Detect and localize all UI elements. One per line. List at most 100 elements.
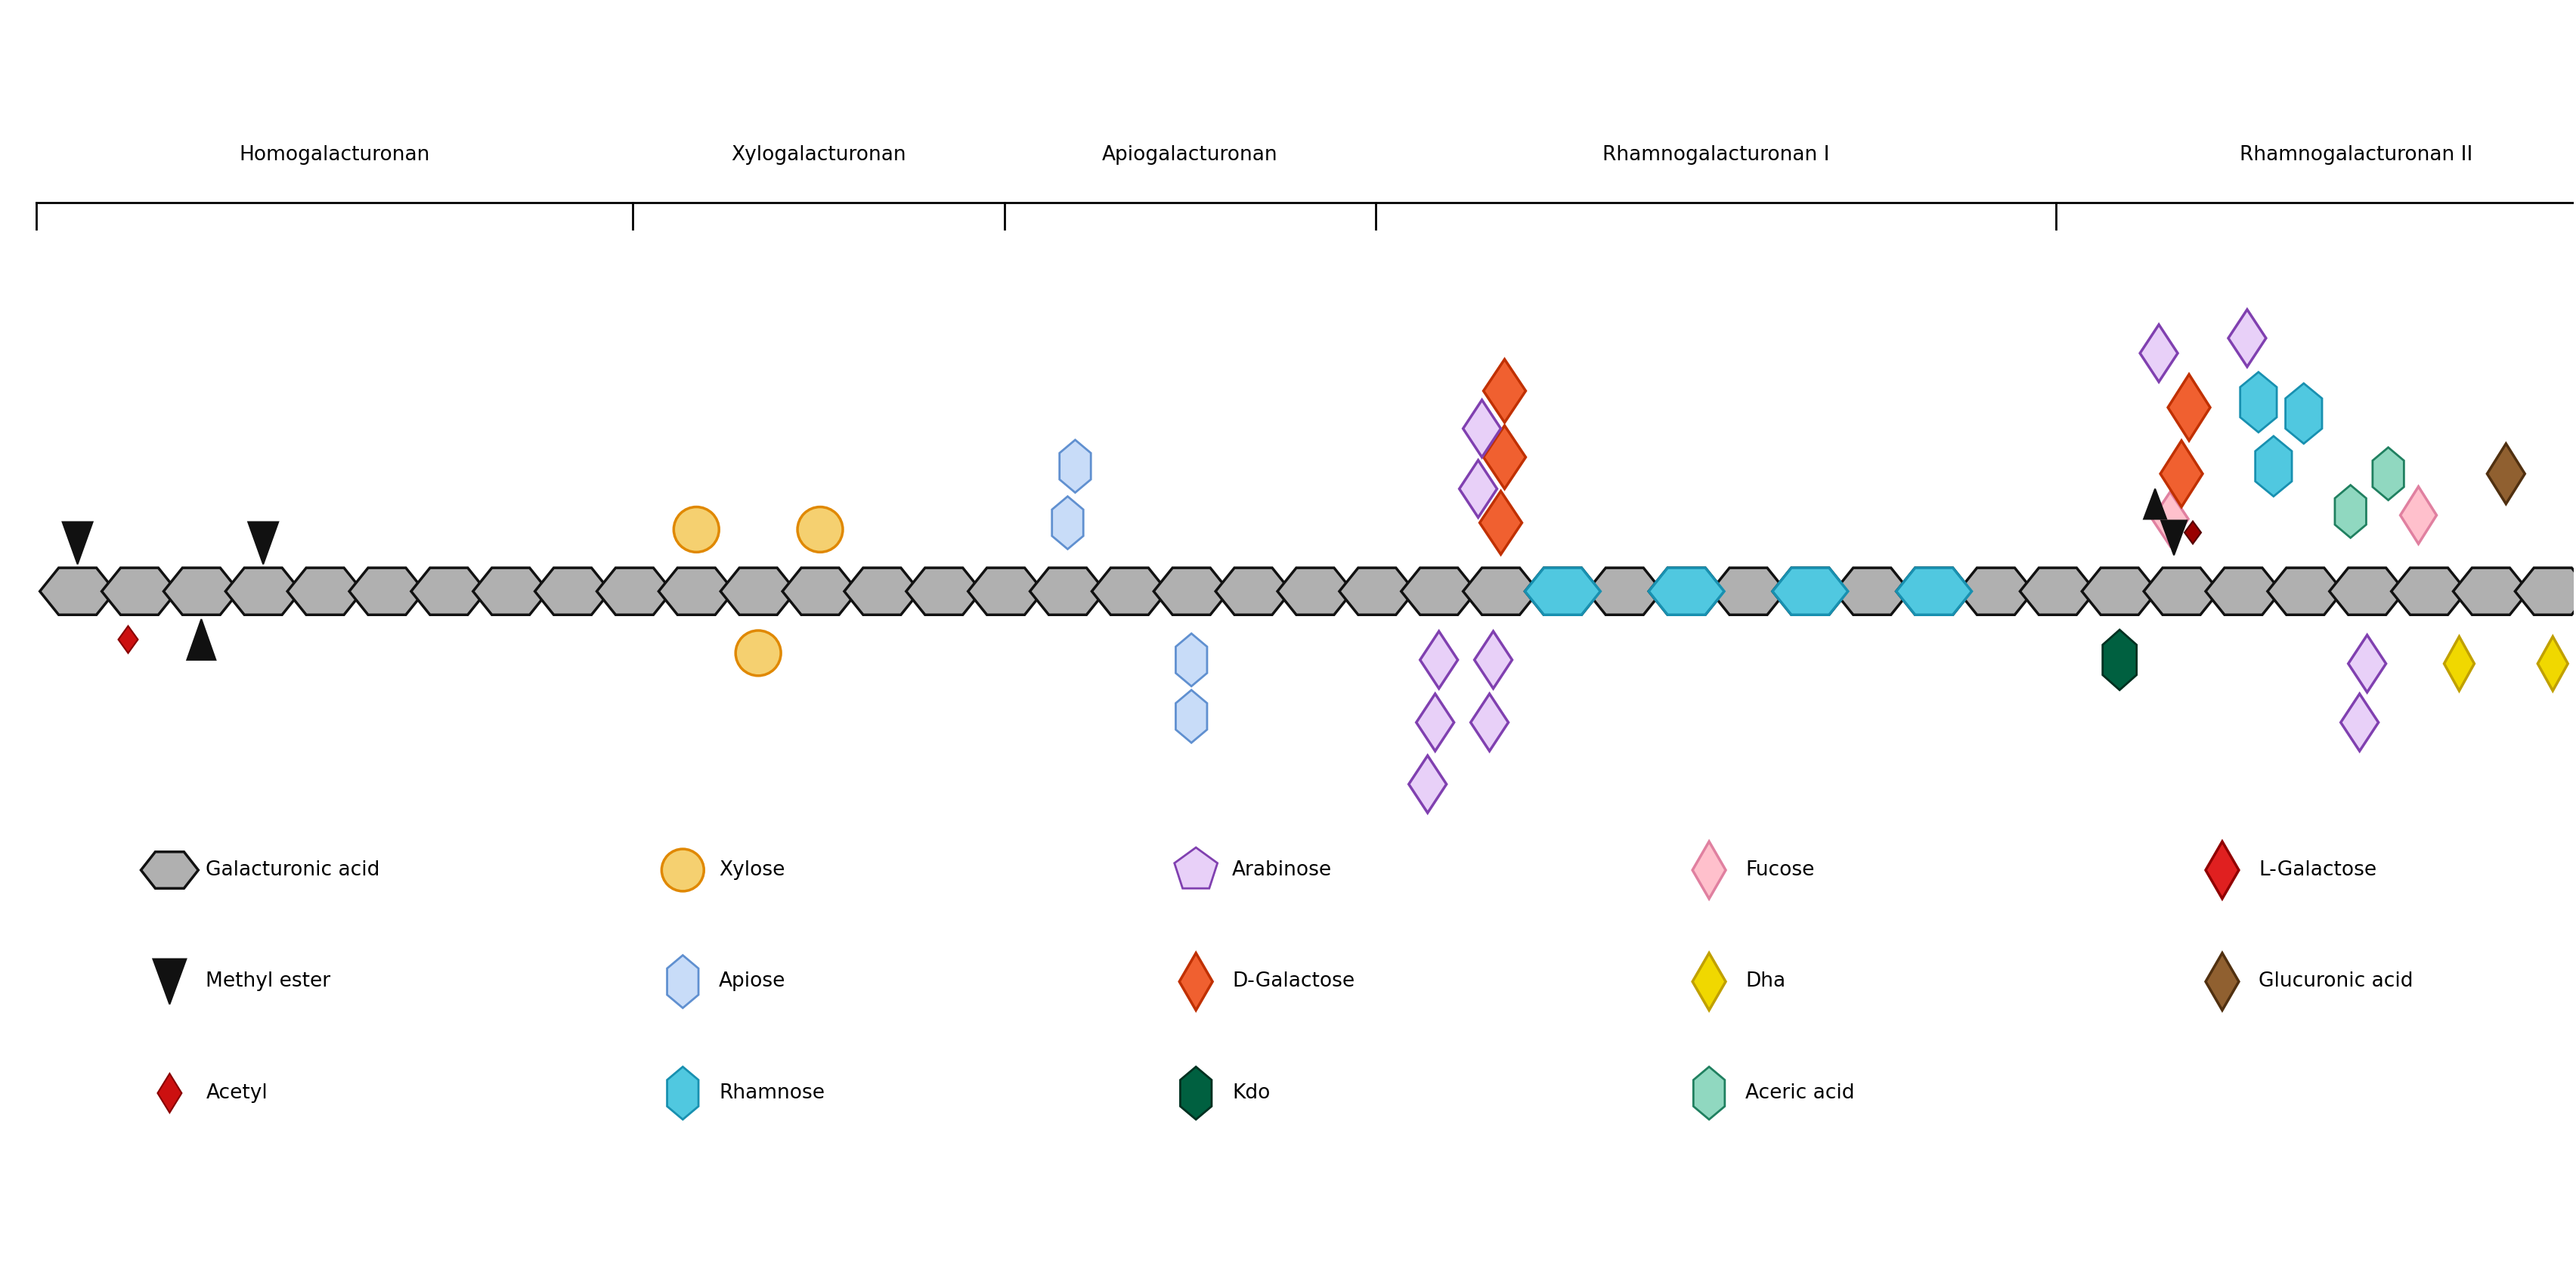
Polygon shape xyxy=(1692,842,1726,899)
Polygon shape xyxy=(289,568,363,614)
Text: D-Galactose: D-Galactose xyxy=(1231,972,1355,991)
Polygon shape xyxy=(2267,568,2344,614)
Polygon shape xyxy=(2452,568,2530,614)
Polygon shape xyxy=(2445,637,2476,690)
Polygon shape xyxy=(1473,631,1512,689)
Text: Apiose: Apiose xyxy=(719,972,786,991)
Polygon shape xyxy=(412,568,487,614)
Polygon shape xyxy=(2342,694,2378,751)
Text: Xylogalacturonan: Xylogalacturonan xyxy=(732,145,907,164)
Polygon shape xyxy=(2285,383,2321,444)
Polygon shape xyxy=(2401,487,2437,544)
Polygon shape xyxy=(2205,568,2282,614)
Polygon shape xyxy=(2161,521,2187,555)
Text: Acetyl: Acetyl xyxy=(206,1083,268,1103)
Polygon shape xyxy=(1896,568,1971,614)
Polygon shape xyxy=(62,522,93,564)
Circle shape xyxy=(799,507,842,552)
Polygon shape xyxy=(2102,629,2136,690)
Polygon shape xyxy=(1484,359,1525,422)
Polygon shape xyxy=(2537,637,2568,690)
Polygon shape xyxy=(1216,568,1291,614)
Text: Arabinose: Arabinose xyxy=(1231,861,1332,880)
Text: Dha: Dha xyxy=(1747,972,1785,991)
Polygon shape xyxy=(1772,568,1847,614)
Text: L-Galactose: L-Galactose xyxy=(2259,861,2378,880)
Circle shape xyxy=(737,631,781,676)
Polygon shape xyxy=(2329,568,2406,614)
Polygon shape xyxy=(969,568,1043,614)
Text: Rhamnogalacturonan I: Rhamnogalacturonan I xyxy=(1602,145,1829,164)
Polygon shape xyxy=(1958,568,2032,614)
Polygon shape xyxy=(1417,694,1453,751)
Polygon shape xyxy=(1409,756,1448,813)
Polygon shape xyxy=(2184,521,2200,544)
Polygon shape xyxy=(1154,568,1229,614)
Polygon shape xyxy=(721,568,796,614)
Polygon shape xyxy=(536,568,611,614)
Polygon shape xyxy=(1180,953,1213,1010)
Polygon shape xyxy=(2143,568,2218,614)
Polygon shape xyxy=(142,852,198,889)
Text: Homogalacturonan: Homogalacturonan xyxy=(240,145,430,164)
Polygon shape xyxy=(598,568,672,614)
Polygon shape xyxy=(1649,568,1723,614)
Polygon shape xyxy=(157,1073,183,1112)
Polygon shape xyxy=(1175,633,1208,686)
Polygon shape xyxy=(2151,492,2187,546)
Polygon shape xyxy=(845,568,920,614)
Polygon shape xyxy=(1525,568,1600,614)
Polygon shape xyxy=(1175,847,1218,889)
Polygon shape xyxy=(2020,568,2094,614)
Polygon shape xyxy=(39,568,116,614)
Polygon shape xyxy=(1458,460,1497,517)
Polygon shape xyxy=(1692,1067,1726,1120)
Polygon shape xyxy=(118,626,139,653)
Text: Rhamnogalacturonan II: Rhamnogalacturonan II xyxy=(2239,145,2473,164)
Text: Methyl ester: Methyl ester xyxy=(206,972,330,991)
Polygon shape xyxy=(2349,635,2385,693)
Polygon shape xyxy=(1401,568,1476,614)
Polygon shape xyxy=(1030,568,1105,614)
Polygon shape xyxy=(100,568,178,614)
Text: Apiogalacturonan: Apiogalacturonan xyxy=(1103,145,1278,164)
Polygon shape xyxy=(659,568,734,614)
Polygon shape xyxy=(1278,568,1352,614)
Polygon shape xyxy=(783,568,858,614)
Polygon shape xyxy=(2228,310,2267,367)
Text: Xylose: Xylose xyxy=(719,861,786,880)
Polygon shape xyxy=(667,1067,698,1120)
Polygon shape xyxy=(247,522,278,564)
Polygon shape xyxy=(1484,426,1525,489)
Polygon shape xyxy=(1587,568,1662,614)
Polygon shape xyxy=(2486,444,2524,504)
Polygon shape xyxy=(1092,568,1167,614)
Polygon shape xyxy=(2141,325,2177,382)
Polygon shape xyxy=(2081,568,2156,614)
Polygon shape xyxy=(227,568,301,614)
Polygon shape xyxy=(474,568,549,614)
Polygon shape xyxy=(2254,436,2293,497)
Polygon shape xyxy=(1649,568,1723,614)
Polygon shape xyxy=(165,568,240,614)
Circle shape xyxy=(662,849,703,891)
Text: Kdo: Kdo xyxy=(1231,1083,1270,1103)
Circle shape xyxy=(675,507,719,552)
Polygon shape xyxy=(1710,568,1785,614)
Text: Aceric acid: Aceric acid xyxy=(1747,1083,1855,1103)
Text: Fucose: Fucose xyxy=(1747,861,1814,880)
Polygon shape xyxy=(2391,568,2468,614)
Polygon shape xyxy=(1419,631,1458,689)
Polygon shape xyxy=(1463,399,1502,458)
Polygon shape xyxy=(1051,497,1084,549)
Polygon shape xyxy=(1175,690,1208,743)
Polygon shape xyxy=(1180,1067,1211,1120)
Polygon shape xyxy=(2143,489,2166,520)
Polygon shape xyxy=(2241,372,2277,432)
Polygon shape xyxy=(1525,568,1600,614)
Polygon shape xyxy=(1340,568,1414,614)
Polygon shape xyxy=(2334,485,2367,537)
Polygon shape xyxy=(1834,568,1909,614)
Polygon shape xyxy=(1896,568,1971,614)
Polygon shape xyxy=(2161,441,2202,507)
